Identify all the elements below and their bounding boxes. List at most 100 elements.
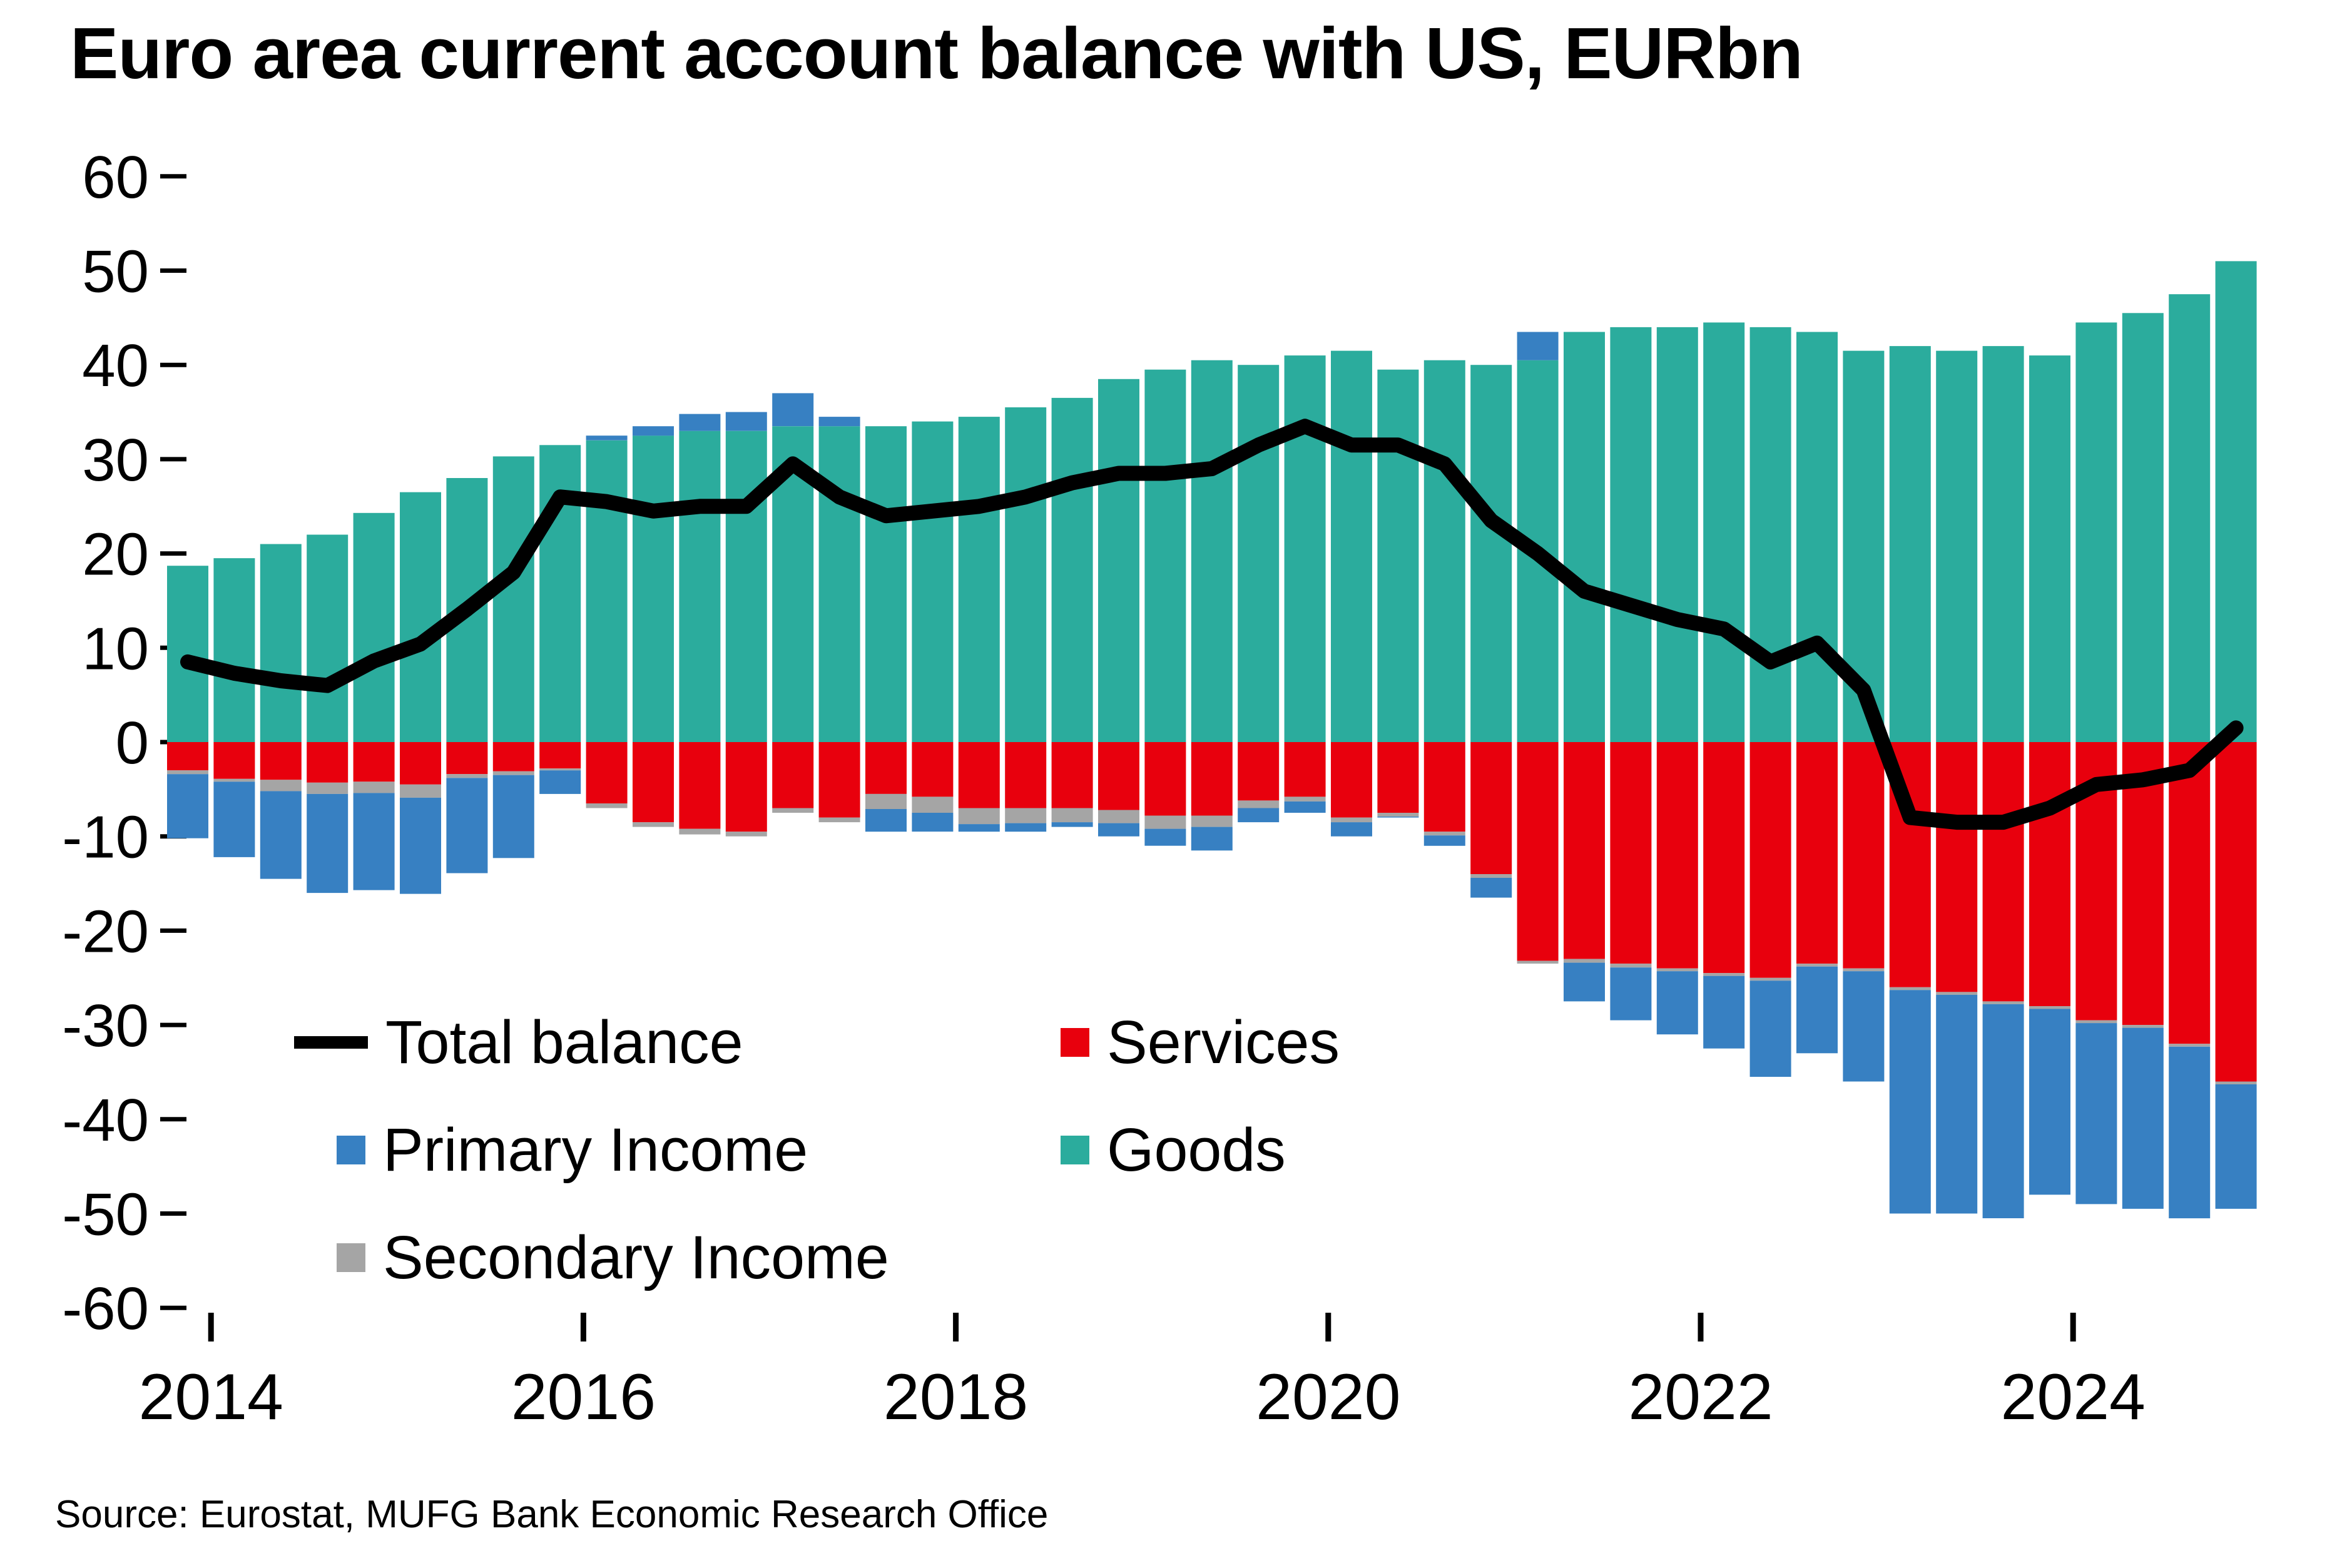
x-axis-label: 2024 bbox=[2001, 1361, 2146, 1433]
bar-secondary-income bbox=[1749, 977, 1791, 981]
bar-secondary-income bbox=[2029, 1006, 2070, 1009]
x-axis-label: 2016 bbox=[511, 1361, 656, 1433]
bar-secondary-income bbox=[1005, 808, 1047, 823]
bar-services bbox=[2215, 742, 2257, 1082]
bar-primary-income bbox=[1703, 975, 1745, 1049]
bar-primary-income bbox=[912, 813, 954, 832]
bar-goods bbox=[1656, 327, 1698, 742]
bar-primary-income bbox=[1749, 980, 1791, 1077]
bar-primary-income bbox=[1843, 971, 1885, 1082]
bar-services bbox=[1284, 742, 1326, 797]
bar-secondary-income bbox=[1796, 964, 1838, 967]
bar-goods bbox=[679, 430, 721, 742]
bar-services bbox=[1331, 742, 1372, 818]
bar-services bbox=[586, 742, 628, 803]
bar-primary-income bbox=[1284, 801, 1326, 813]
bar-secondary-income bbox=[1284, 797, 1326, 802]
bar-secondary-income bbox=[1703, 973, 1745, 976]
total-balance-line-swatch bbox=[294, 1036, 368, 1049]
bar-goods bbox=[1377, 369, 1419, 742]
bar-primary-income bbox=[260, 791, 302, 879]
legend-label: Total balance bbox=[385, 1008, 743, 1076]
bar-primary-income bbox=[1796, 966, 1838, 1054]
y-axis-label: -20 bbox=[62, 898, 149, 965]
bar-goods bbox=[633, 435, 674, 742]
bar-secondary-income bbox=[586, 803, 628, 808]
bar-goods bbox=[1470, 365, 1512, 742]
x-axis-label: 2022 bbox=[1628, 1361, 1773, 1433]
bar-goods bbox=[865, 426, 907, 742]
legend-label: Goods bbox=[1107, 1116, 1286, 1184]
bar-goods bbox=[1331, 350, 1372, 742]
x-axis-label: 2014 bbox=[139, 1361, 283, 1433]
bar-services bbox=[1191, 742, 1233, 816]
bar-services bbox=[1377, 742, 1419, 813]
y-axis-label: 0 bbox=[116, 710, 149, 776]
legend-label: Primary Income bbox=[383, 1116, 808, 1184]
bar-secondary-income bbox=[1423, 832, 1465, 836]
bar-primary-income bbox=[772, 393, 814, 427]
bar-primary-income bbox=[818, 417, 860, 427]
bar-secondary-income bbox=[353, 781, 395, 793]
bar-goods bbox=[1051, 397, 1093, 742]
bar-goods bbox=[1144, 369, 1186, 742]
bar-primary-income bbox=[1470, 878, 1512, 898]
bar-services bbox=[353, 742, 395, 782]
bar-secondary-income bbox=[1936, 992, 1978, 995]
bar-goods bbox=[167, 566, 208, 742]
y-axis-label: 60 bbox=[82, 144, 149, 211]
bar-primary-income bbox=[1423, 835, 1465, 846]
bar-secondary-income bbox=[2122, 1025, 2164, 1028]
bar-goods bbox=[1005, 407, 1047, 742]
legend-item-services: Services bbox=[1061, 1007, 1340, 1077]
bar-primary-income bbox=[586, 435, 628, 440]
bar-primary-income bbox=[1098, 823, 1139, 837]
bar-services bbox=[1982, 742, 2024, 1002]
bar-goods bbox=[818, 426, 860, 742]
bar-primary-income bbox=[2075, 1023, 2117, 1204]
x-axis-label: 2020 bbox=[1256, 1361, 1400, 1433]
bar-primary-income bbox=[167, 774, 208, 838]
bar-secondary-income bbox=[1610, 964, 1652, 968]
bar-primary-income bbox=[1191, 827, 1233, 851]
bar-services bbox=[1517, 742, 1559, 961]
bar-secondary-income bbox=[679, 828, 721, 835]
bar-primary-income bbox=[213, 781, 255, 857]
bar-goods bbox=[353, 512, 395, 742]
bar-secondary-income bbox=[1051, 808, 1093, 823]
bar-secondary-income bbox=[912, 797, 954, 813]
bar-secondary-income bbox=[1656, 968, 1698, 972]
bar-services bbox=[213, 742, 255, 779]
bar-services bbox=[1470, 742, 1512, 874]
bar-primary-income bbox=[1517, 332, 1559, 360]
bar-services bbox=[492, 742, 534, 771]
bar-goods bbox=[400, 492, 441, 742]
bar-secondary-income bbox=[725, 832, 767, 837]
bar-primary-income bbox=[725, 412, 767, 431]
bar-secondary-income bbox=[1470, 874, 1512, 878]
bar-services bbox=[1423, 742, 1465, 832]
bar-services bbox=[633, 742, 674, 823]
bar-services bbox=[958, 742, 1000, 808]
bar-goods bbox=[1284, 355, 1326, 742]
bar-primary-income bbox=[353, 793, 395, 890]
bar-secondary-income bbox=[1191, 815, 1233, 827]
bar-primary-income bbox=[1331, 822, 1372, 837]
bar-goods bbox=[1796, 332, 1838, 742]
total-balance-line bbox=[180, 419, 2244, 830]
bar-primary-income bbox=[2215, 1084, 2257, 1209]
bar-secondary-income bbox=[2075, 1020, 2117, 1024]
bar-services bbox=[400, 742, 441, 785]
bar-services bbox=[1610, 742, 1652, 964]
bar-primary-income bbox=[1889, 990, 1931, 1214]
y-axis-label: 10 bbox=[82, 615, 149, 682]
secondary-income-swatch bbox=[337, 1243, 365, 1272]
bar-secondary-income bbox=[539, 768, 581, 771]
bar-goods bbox=[2122, 313, 2164, 742]
bar-goods bbox=[1936, 350, 1978, 742]
bar-goods bbox=[213, 558, 255, 742]
bar-services bbox=[1005, 742, 1047, 808]
y-axis-label: -50 bbox=[62, 1181, 149, 1248]
bar-secondary-income bbox=[492, 771, 534, 775]
